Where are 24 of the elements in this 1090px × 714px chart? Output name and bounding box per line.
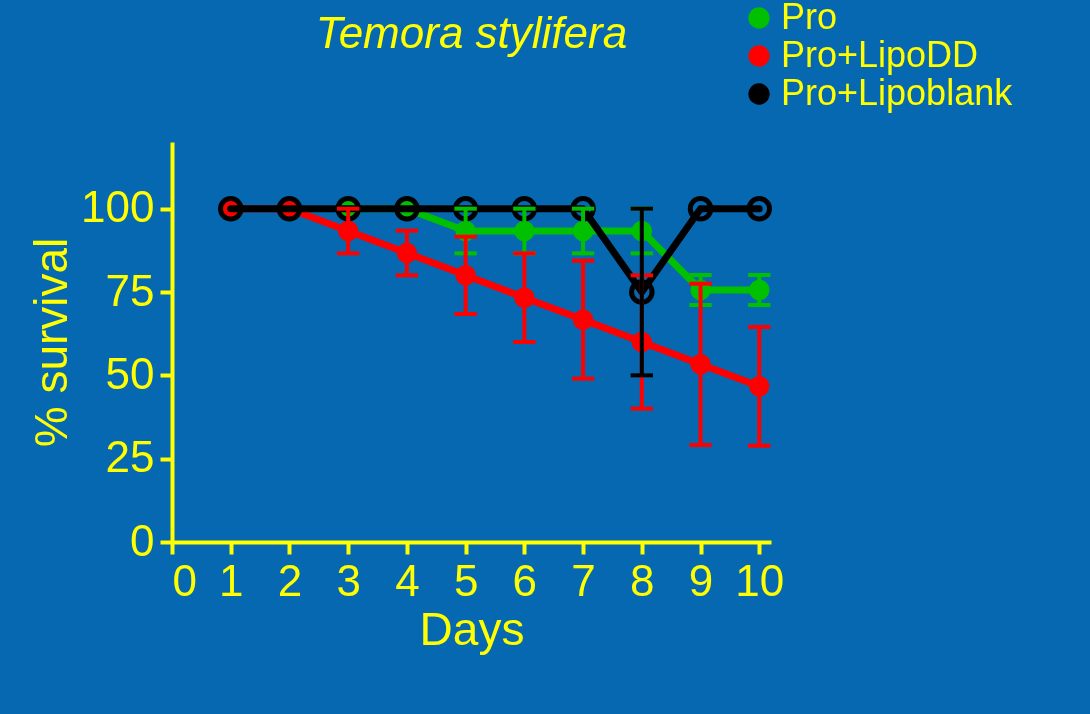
x-tick-label: 7 bbox=[571, 555, 596, 605]
y-tick-label: 0 bbox=[130, 515, 155, 565]
legend-label: Pro bbox=[781, 0, 838, 37]
y-tick-label: 25 bbox=[105, 432, 155, 482]
point bbox=[746, 195, 772, 222]
x-tick-label: 1 bbox=[218, 555, 244, 605]
x-tick-label: 2 bbox=[277, 555, 303, 605]
y-axis-title: % survival bbox=[25, 237, 78, 448]
x-tick-label: 8 bbox=[630, 555, 655, 605]
x-tick-label: 0 bbox=[172, 555, 197, 605]
y-tick-label: 50 bbox=[105, 348, 155, 398]
y-tick-label: 75 bbox=[105, 265, 155, 315]
x-tick-label: 6 bbox=[512, 555, 538, 605]
y-tick-label: 100 bbox=[81, 182, 155, 232]
point bbox=[687, 195, 714, 222]
x-tick-label: 3 bbox=[336, 555, 361, 605]
x-tick-label: 4 bbox=[395, 555, 420, 605]
x-tick-label: 10 bbox=[735, 555, 785, 605]
legend-label: Pro+LipoDD bbox=[781, 34, 979, 75]
x-tick-label: 9 bbox=[688, 555, 714, 605]
chart-title: Temora stylifera bbox=[315, 8, 628, 57]
point bbox=[629, 279, 655, 305]
x-axis-title: Days bbox=[419, 602, 525, 655]
x-tick-label: 5 bbox=[453, 555, 479, 605]
